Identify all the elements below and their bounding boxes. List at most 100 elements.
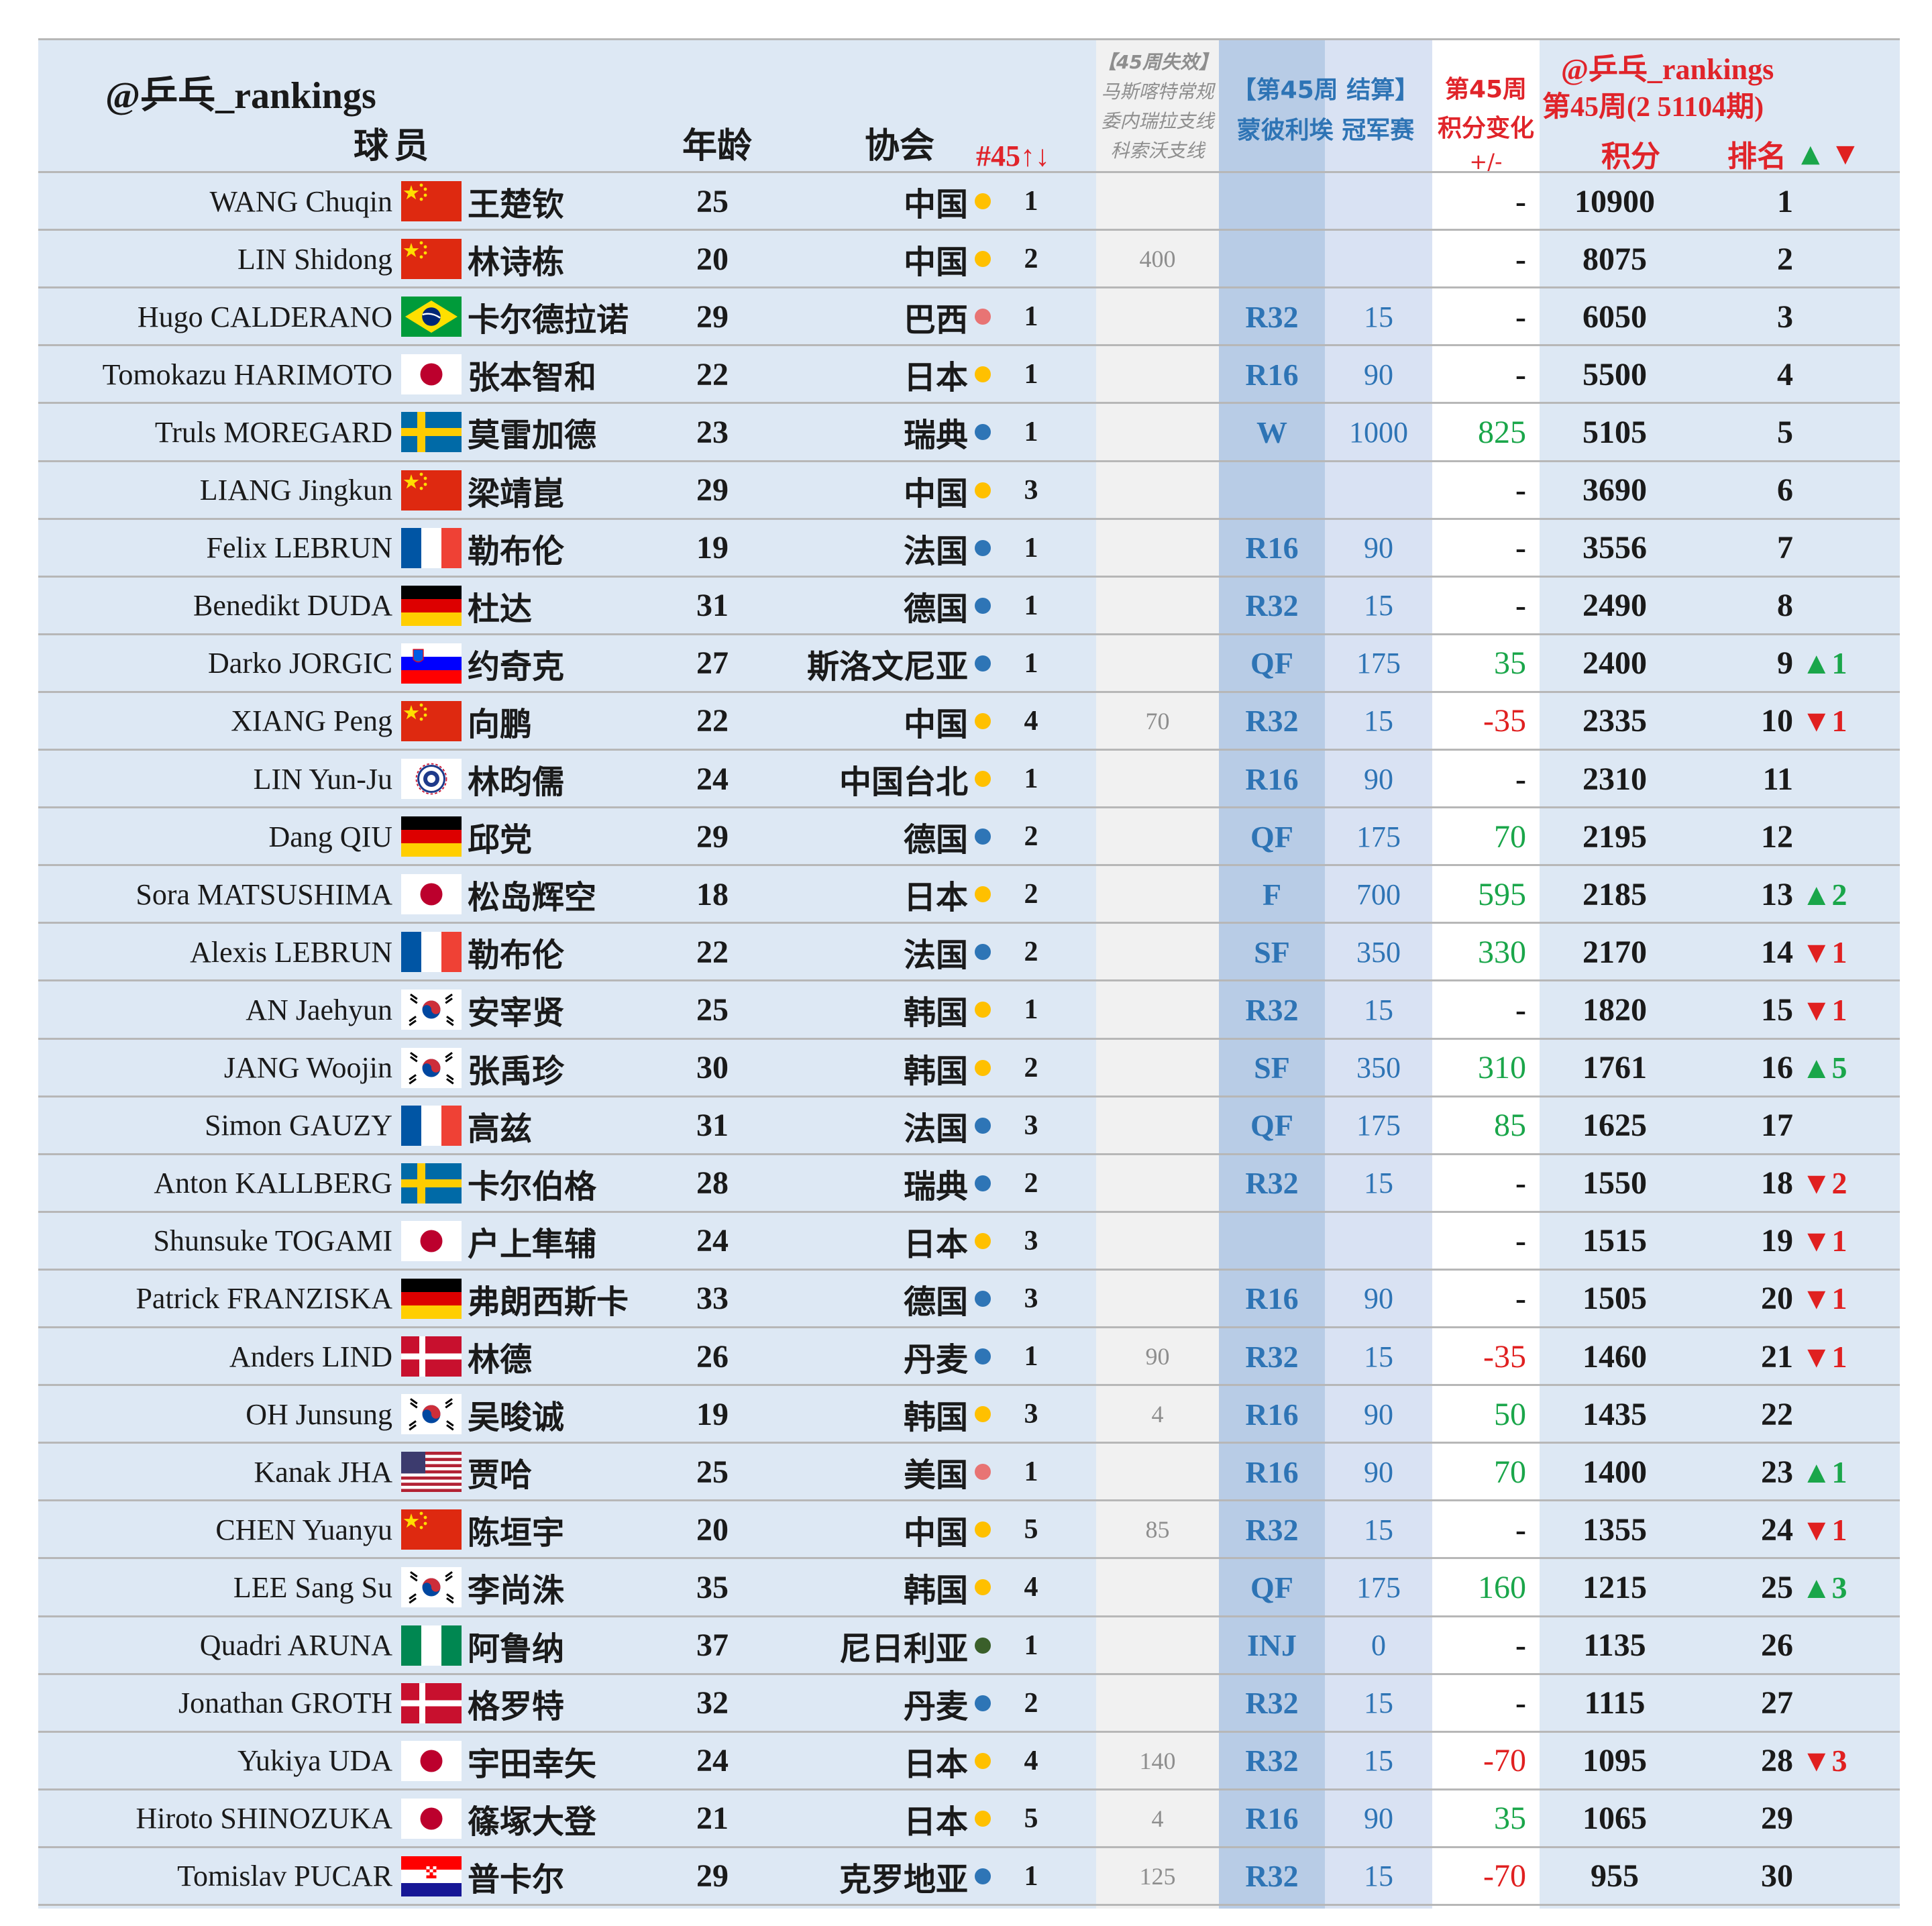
association-label: 韩国	[903, 1399, 968, 1437]
total-points: 2400	[1582, 645, 1647, 682]
rank-movement: ▼1	[1801, 704, 1847, 739]
national-rank: 2	[1024, 1167, 1038, 1199]
points-change: -	[1515, 1511, 1526, 1548]
rank-movement: ▼1	[1801, 1281, 1847, 1316]
table-row: Darko JORGIC 约奇克 27 斯洛文尼亚 1 QF 175 35 2400 9 ▲1	[38, 635, 1900, 692]
player-name-cn: 邱党	[468, 821, 533, 859]
total-points: 8075	[1582, 241, 1647, 277]
national-rank: 1	[1024, 532, 1038, 564]
japan-flag-icon	[400, 874, 462, 915]
association-label: 中国	[903, 1514, 968, 1552]
points-change: 35	[1494, 1801, 1526, 1837]
bg-expired-column	[1096, 38, 1219, 1909]
legend-up-icon: ▲	[1801, 140, 1820, 168]
player-name-cn: 格罗特	[468, 1687, 565, 1725]
association-dot-icon	[975, 655, 991, 672]
association-dot-icon	[975, 1695, 991, 1711]
china-flag-icon	[400, 181, 462, 222]
points-change: -	[1515, 588, 1526, 624]
event-result: R32	[1245, 1859, 1299, 1894]
player-name-en: LEE Sang Su	[233, 1570, 392, 1604]
total-points: 2170	[1582, 934, 1647, 970]
association-label: 法国	[903, 532, 968, 570]
table-row: LIN Shidong 林诗栋 20 中国 2 400 - 8075 2	[38, 230, 1900, 288]
player-age: 32	[696, 1685, 729, 1721]
player-age: 28	[696, 1165, 729, 1201]
expired-points: 400	[1139, 246, 1176, 273]
event-points: 15	[1364, 1513, 1393, 1546]
event-points: 90	[1364, 1455, 1393, 1489]
rank-value: 23	[1761, 1454, 1793, 1490]
points-change: 310	[1478, 1050, 1526, 1086]
association-label: 美国	[903, 1456, 968, 1495]
expired-points	[1096, 1617, 1219, 1674]
row-divider	[38, 402, 1900, 405]
player-association: 丹麦	[763, 1328, 991, 1385]
event-points: 0	[1371, 1629, 1386, 1662]
rank-value: 15	[1761, 992, 1793, 1028]
player-name-cn: 林德	[468, 1341, 533, 1379]
event-points: 15	[1364, 704, 1393, 738]
expired-points	[1096, 345, 1219, 403]
table-row: AN Jaehyun 安宰贤 25 韩国 1 R32 15-1820 15 ▼1	[38, 981, 1900, 1038]
table-row: Dang QIU 邱党 29 德国 2 QF 175 70 2195 12	[38, 808, 1900, 865]
event-result: R32	[1245, 704, 1299, 739]
player-name-cn: 吴晙诚	[468, 1399, 565, 1437]
event-result: SF	[1254, 1051, 1290, 1085]
event-points: 15	[1364, 300, 1393, 333]
player-age: 31	[696, 1108, 729, 1144]
association-label: 韩国	[903, 1572, 968, 1610]
association-dot-icon	[975, 1232, 991, 1249]
national-rank: 1	[1024, 1629, 1038, 1661]
total-points: 10900	[1574, 183, 1655, 219]
player-name-cn: 陈垣宇	[468, 1514, 565, 1552]
event-points: 350	[1356, 935, 1401, 969]
event-result: R32	[1245, 992, 1299, 1027]
row-divider	[38, 1210, 1900, 1213]
table-row: Jonathan GROTH 格罗特 32 丹麦 2 R32 15 - 1115 27	[38, 1674, 1900, 1732]
total-points: 1400	[1582, 1454, 1647, 1490]
expired-points	[1096, 1443, 1219, 1501]
association-dot-icon	[975, 1059, 991, 1076]
player-name-cn: 林昀儒	[468, 763, 565, 802]
table-row: Felix LEBRUN 勒布伦 19 法国 1 R16 90 - 3556 7	[38, 519, 1900, 577]
expired-points	[1096, 923, 1219, 981]
player-name-en: CHEN Yuanyu	[215, 1513, 392, 1546]
player-name-cn: 李尚洙	[468, 1572, 565, 1610]
player-name-en: Simon GAUZY	[205, 1109, 392, 1142]
event-points	[1325, 230, 1432, 288]
rank-value: 17	[1761, 1108, 1793, 1144]
association-dot-icon	[975, 1464, 991, 1481]
chinese-taipei-flag-icon	[400, 759, 462, 800]
association-label: 德国	[903, 1283, 968, 1321]
event-points	[1325, 172, 1432, 230]
rank-value: 18	[1761, 1165, 1793, 1201]
points-change: 160	[1478, 1569, 1526, 1605]
player-name-en: Hugo CALDERANO	[137, 300, 392, 333]
association-label: 中国	[903, 244, 968, 282]
player-age: 18	[696, 876, 729, 912]
expired-points	[1096, 808, 1219, 865]
event-result: R32	[1245, 299, 1299, 334]
association-dot-icon	[975, 597, 991, 614]
expired-points: 4	[1151, 1805, 1164, 1832]
association-label: 中国	[903, 705, 968, 743]
player-name-en: Benedikt DUDA	[193, 589, 392, 623]
rank-value: 11	[1762, 761, 1793, 797]
association-label: 中国台北	[839, 763, 968, 802]
national-rank: 1	[1024, 186, 1038, 217]
player-name-en: OH Junsung	[246, 1397, 392, 1431]
association-dot-icon	[975, 1175, 991, 1191]
total-points: 1761	[1582, 1050, 1647, 1086]
total-points: 1215	[1582, 1569, 1647, 1605]
national-rank: 2	[1024, 821, 1038, 853]
expired-points	[1096, 1674, 1219, 1732]
player-name-en: XIANG Peng	[231, 704, 392, 738]
event-points: 350	[1356, 1051, 1401, 1085]
change-header: 第45周 积分变化 +/-	[1432, 70, 1540, 175]
player-name-cn: 向鹏	[468, 705, 533, 743]
event-result: R16	[1245, 1801, 1299, 1836]
player-name-cn: 户上隼辅	[468, 1225, 597, 1263]
national-rank: 1	[1024, 763, 1038, 795]
col-header-rank: 排名	[1727, 140, 1786, 174]
